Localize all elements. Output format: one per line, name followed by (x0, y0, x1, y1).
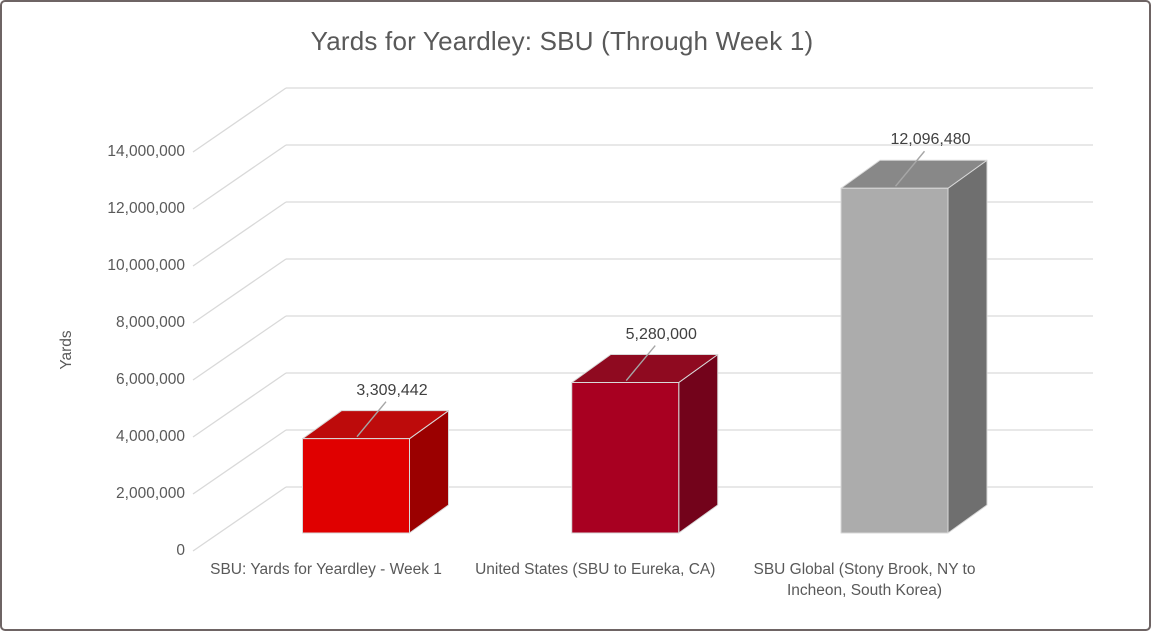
y-tick-label: 8,000,000 (116, 314, 185, 331)
bar-front-face (302, 438, 410, 534)
y-tick-label: 14,000,000 (107, 143, 185, 160)
y-tick-label: 0 (176, 542, 185, 559)
chart-title: Yards for Yeardley: SBU (Through Week 1) (310, 26, 814, 56)
gridline-depth-segment (192, 144, 287, 210)
data-label-leader-line (894, 150, 926, 187)
gridline-depth-segment (192, 201, 287, 267)
data-label: 3,309,442 (356, 381, 428, 399)
y-tick-label: 2,000,000 (116, 485, 185, 502)
gridline-depth-segment (192, 315, 287, 381)
x-category-label: SBU Global (Stony Brook, NY to Incheon, … (753, 561, 976, 599)
data-label-leader-line (356, 401, 387, 438)
gridline-depth-segment (192, 87, 287, 153)
x-category-label: SBU: Yards for Yeardley - Week 1 (210, 561, 442, 578)
y-tick-label: 6,000,000 (116, 371, 185, 388)
gridline-depth-segment (192, 258, 287, 324)
bar-side-face (678, 354, 719, 534)
data-label-leader-line (625, 345, 656, 381)
gridline-depth-segment (192, 372, 287, 438)
y-tick-label: 10,000,000 (107, 257, 185, 274)
bar-front-face (571, 382, 680, 534)
y-tick-label: 4,000,000 (116, 428, 185, 445)
gridline-depth-segment (192, 486, 287, 552)
x-category-label: United States (SBU to Eureka, CA) (475, 561, 716, 578)
gridline-depth-segment (192, 429, 287, 495)
y-tick-label: 12,000,000 (107, 200, 185, 217)
bar-front-face (840, 187, 949, 534)
data-label: 5,280,000 (625, 325, 697, 343)
bar-side-face (947, 159, 988, 534)
data-label: 12,096,480 (890, 131, 971, 149)
